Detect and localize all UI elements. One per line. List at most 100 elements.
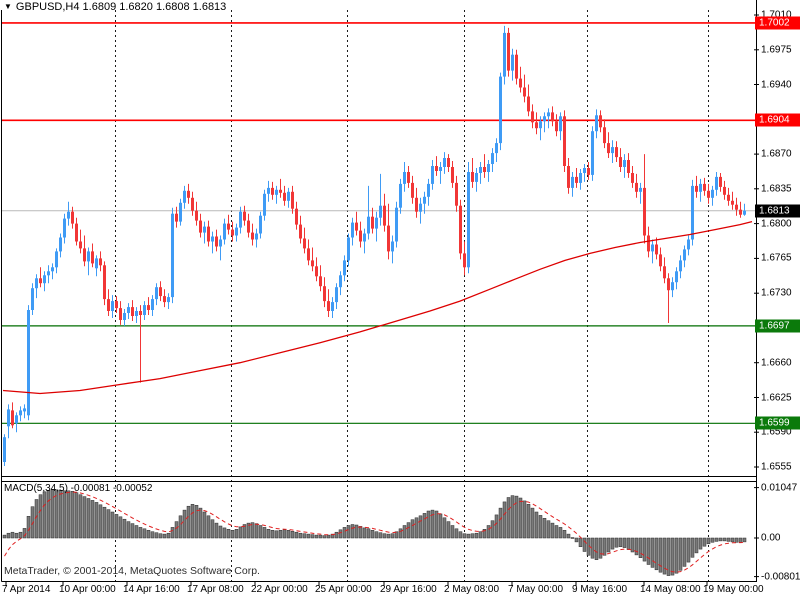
- macd-bar: [194, 505, 199, 539]
- candle-body: [507, 32, 510, 71]
- macd-bar: [526, 504, 531, 539]
- macd-bar: [206, 515, 211, 539]
- candle-body: [499, 76, 502, 144]
- macd-bar: [534, 511, 539, 539]
- candle-body: [39, 278, 42, 284]
- candle-body: [731, 200, 734, 205]
- candle-body: [735, 204, 738, 210]
- candle-body: [591, 131, 594, 175]
- candle-body: [235, 227, 238, 236]
- symbol-menu-icon[interactable]: ▼: [4, 2, 12, 11]
- candle-body: [655, 244, 658, 255]
- macd-bar: [494, 514, 499, 539]
- macd-bar: [554, 525, 559, 539]
- candle-body: [67, 211, 70, 219]
- candle-body: [671, 282, 674, 291]
- macd-bar: [258, 525, 263, 539]
- candle-body: [51, 267, 54, 272]
- macd-bar: [674, 537, 679, 574]
- candle-body: [139, 311, 142, 315]
- macd-bar: [626, 537, 631, 550]
- chart-title: ▼ GBPUSD,H4 1.6809 1.6820 1.6808 1.6813: [4, 1, 226, 13]
- macd-bar: [346, 525, 351, 539]
- price-tick-label: 1.6625: [761, 392, 792, 403]
- candle-body: [367, 216, 370, 234]
- macd-bar: [6, 532, 11, 539]
- macd-bar: [250, 522, 255, 539]
- candle-body: [683, 249, 686, 261]
- candle-body: [623, 160, 626, 167]
- candle-body: [131, 307, 134, 316]
- candle-body: [583, 168, 586, 173]
- candle-body: [435, 166, 438, 171]
- candle-body: [151, 299, 154, 310]
- macd-bar: [438, 513, 443, 539]
- macd-bar: [266, 529, 271, 539]
- macd-bar: [254, 523, 259, 539]
- price-tick-label: 1.6835: [761, 183, 792, 195]
- macd-bar: [22, 528, 27, 539]
- macd-bar: [294, 531, 299, 539]
- time-tick-label: 7 May 00:00: [508, 584, 564, 595]
- chart-title-text: GBPUSD,H4 1.6809 1.6820 1.6808 1.6813: [15, 1, 227, 13]
- candle-body: [59, 237, 62, 252]
- candle-body: [547, 112, 550, 117]
- candle-body: [479, 167, 482, 173]
- price-badge-support: 1.6599: [755, 416, 800, 430]
- macd-bar: [558, 527, 563, 539]
- candle-body: [259, 215, 262, 234]
- time-tick-label: 14 May 08:00: [640, 584, 701, 595]
- price-tick-label: 1.6660: [761, 357, 792, 369]
- macd-bar: [646, 537, 651, 565]
- candle-body: [531, 111, 534, 123]
- time-tick-label: 29 Apr 16:00: [380, 584, 437, 595]
- macd-bar: [714, 537, 719, 542]
- macd-bar: [370, 530, 375, 539]
- macd-bar: [730, 537, 735, 543]
- macd-bar: [58, 490, 63, 539]
- macd-bar: [278, 530, 283, 539]
- macd-bar: [582, 537, 587, 552]
- candle-body: [223, 223, 226, 240]
- candle-body: [555, 121, 558, 132]
- candle-body: [15, 415, 18, 424]
- macd-bar: [502, 501, 507, 539]
- candle-body: [79, 241, 82, 249]
- macd-bar: [542, 518, 547, 539]
- macd-bar: [170, 527, 175, 539]
- candle-body: [619, 157, 622, 167]
- candle-body: [515, 54, 518, 79]
- macd-bar: [454, 528, 459, 539]
- candle-body: [627, 160, 630, 173]
- macd-bar: [662, 537, 667, 575]
- macd-bar: [62, 490, 67, 539]
- macd-bar: [706, 537, 711, 545]
- candle-body: [675, 271, 678, 283]
- candle-body: [287, 191, 290, 201]
- candle-body: [579, 173, 582, 183]
- macd-bar: [306, 533, 311, 539]
- macd-bar: [546, 520, 551, 539]
- price-tick-label: 1.6870: [761, 148, 792, 160]
- candle-body: [319, 276, 322, 287]
- macd-indicator-label: MACD(5,34,5) -0.00081 -0.00052: [4, 483, 153, 494]
- macd-bar: [402, 525, 407, 539]
- macd-bar: [538, 515, 543, 539]
- candle-body: [567, 166, 570, 188]
- macd-bar: [326, 534, 331, 539]
- macd-bar: [226, 529, 231, 539]
- macd-bar: [462, 533, 467, 539]
- candle-body: [695, 185, 698, 192]
- candle-body: [451, 167, 454, 183]
- macd-bar: [418, 515, 423, 539]
- candle-body: [639, 187, 642, 192]
- macd-signal-line: [4, 491, 745, 573]
- macd-bar: [78, 494, 83, 539]
- time-tick-label: 7 Apr 2014: [2, 584, 51, 595]
- macd-bar: [406, 522, 411, 539]
- macd-bar: [118, 516, 123, 539]
- macd-bar: [434, 510, 439, 539]
- candle-body: [311, 260, 314, 267]
- price-tick-label: 1.6975: [761, 44, 792, 56]
